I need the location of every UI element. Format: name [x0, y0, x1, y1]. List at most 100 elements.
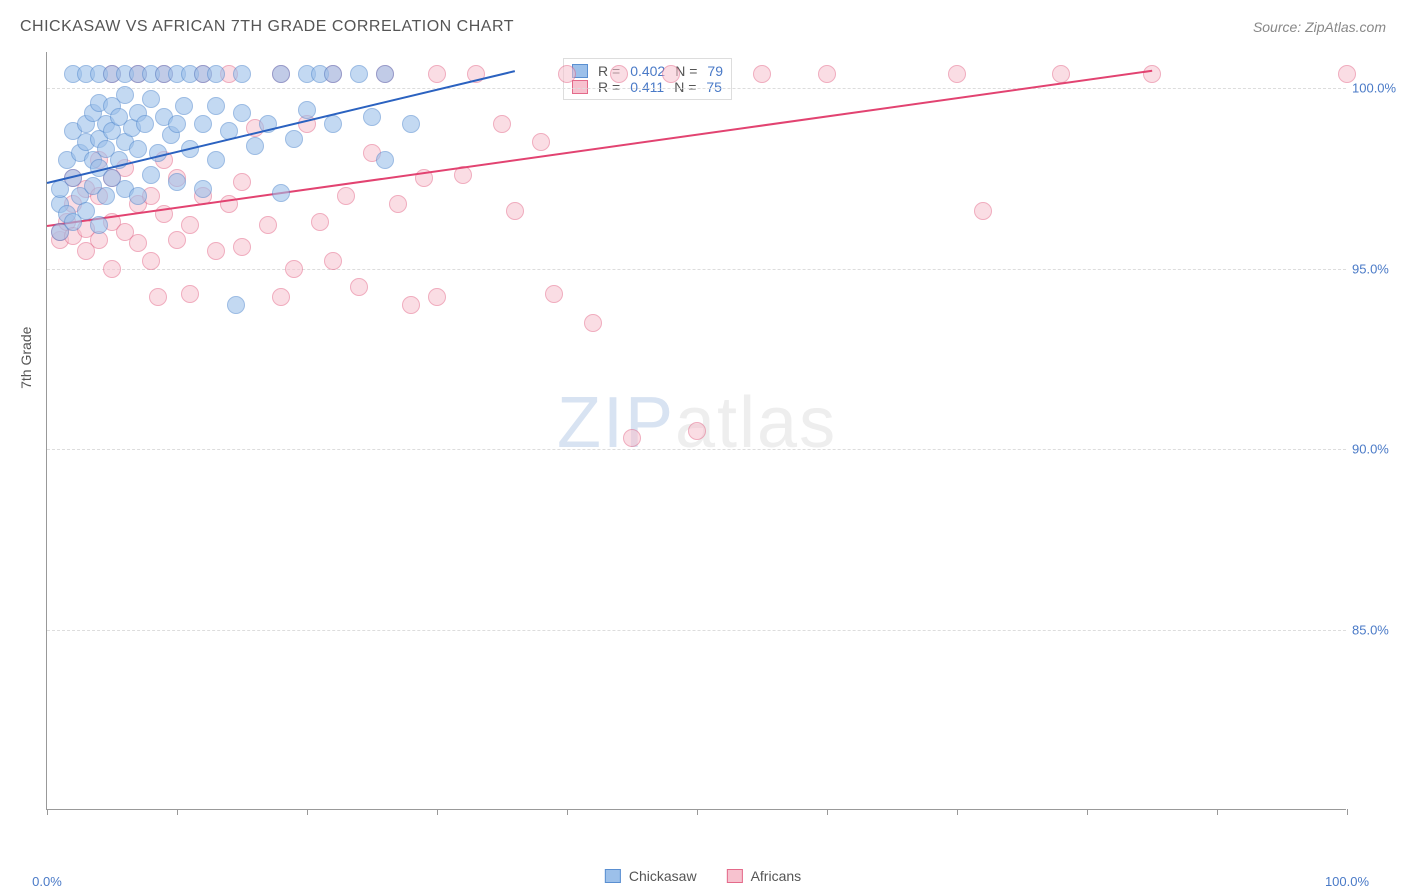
- data-point-chickasaw: [142, 166, 160, 184]
- data-point-chickasaw: [129, 187, 147, 205]
- data-point-africans: [149, 288, 167, 306]
- chart-source: Source: ZipAtlas.com: [1253, 19, 1386, 35]
- xtick-mark: [567, 809, 568, 815]
- legend-item-chickasaw: Chickasaw: [605, 868, 697, 884]
- stats-row-chickasaw: R = 0.402 N = 79: [572, 63, 723, 79]
- data-point-chickasaw: [402, 115, 420, 133]
- data-point-chickasaw: [272, 184, 290, 202]
- n-value-africans: 75: [706, 79, 722, 95]
- data-point-chickasaw: [272, 65, 290, 83]
- data-point-chickasaw: [77, 202, 95, 220]
- data-point-africans: [285, 260, 303, 278]
- ytick-label: 95.0%: [1352, 261, 1402, 276]
- data-point-africans: [207, 242, 225, 260]
- source-name: ZipAtlas.com: [1305, 19, 1386, 35]
- chart-title: CHICKASAW VS AFRICAN 7TH GRADE CORRELATI…: [20, 18, 514, 36]
- ytick-label: 100.0%: [1352, 81, 1402, 96]
- legend-label-chickasaw: Chickasaw: [629, 868, 697, 884]
- legend-item-africans: Africans: [727, 868, 802, 884]
- data-point-africans: [259, 216, 277, 234]
- watermark-zip: ZIP: [557, 383, 675, 463]
- data-point-chickasaw: [324, 65, 342, 83]
- data-point-chickasaw: [324, 115, 342, 133]
- data-point-africans: [220, 195, 238, 213]
- data-point-chickasaw: [376, 65, 394, 83]
- n-prefix: N =: [674, 79, 696, 95]
- xtick-mark: [437, 809, 438, 815]
- data-point-africans: [103, 260, 121, 278]
- data-point-chickasaw: [227, 296, 245, 314]
- data-point-africans: [129, 234, 147, 252]
- data-point-africans: [1052, 65, 1070, 83]
- data-point-chickasaw: [363, 108, 381, 126]
- data-point-chickasaw: [285, 130, 303, 148]
- xtick-mark: [957, 809, 958, 815]
- data-point-chickasaw: [142, 90, 160, 108]
- data-point-chickasaw: [207, 65, 225, 83]
- data-point-africans: [493, 115, 511, 133]
- data-point-africans: [337, 187, 355, 205]
- data-point-africans: [584, 314, 602, 332]
- xtick-mark: [697, 809, 698, 815]
- data-point-africans: [506, 202, 524, 220]
- data-point-chickasaw: [207, 97, 225, 115]
- data-point-chickasaw: [233, 104, 251, 122]
- data-point-africans: [1143, 65, 1161, 83]
- data-point-chickasaw: [233, 65, 251, 83]
- legend-swatch-chickasaw: [605, 869, 621, 883]
- data-point-africans: [311, 213, 329, 231]
- ytick-label: 90.0%: [1352, 442, 1402, 457]
- data-point-africans: [662, 65, 680, 83]
- data-point-africans: [948, 65, 966, 83]
- data-point-africans: [181, 216, 199, 234]
- data-point-chickasaw: [246, 137, 264, 155]
- stats-row-africans: R = 0.411 N = 75: [572, 79, 723, 95]
- data-point-africans: [545, 285, 563, 303]
- data-point-africans: [753, 65, 771, 83]
- data-point-africans: [428, 65, 446, 83]
- xtick-mark: [307, 809, 308, 815]
- y-axis-label: 7th Grade: [18, 327, 34, 389]
- data-point-africans: [974, 202, 992, 220]
- data-point-chickasaw: [136, 115, 154, 133]
- data-point-africans: [350, 278, 368, 296]
- xtick-mark: [1087, 809, 1088, 815]
- chart-legend: Chickasaw Africans: [605, 868, 801, 884]
- data-point-africans: [233, 173, 251, 191]
- data-point-chickasaw: [168, 115, 186, 133]
- data-point-africans: [324, 252, 342, 270]
- data-point-africans: [610, 65, 628, 83]
- r-value-africans: 0.411: [630, 79, 664, 95]
- xtick-mark: [47, 809, 48, 815]
- data-point-chickasaw: [298, 101, 316, 119]
- xtick-mark: [177, 809, 178, 815]
- data-point-africans: [532, 133, 550, 151]
- data-point-chickasaw: [97, 187, 115, 205]
- legend-label-africans: Africans: [751, 868, 802, 884]
- source-prefix: Source:: [1253, 19, 1305, 35]
- gridline: [47, 88, 1346, 89]
- r-value-chickasaw: 0.402: [630, 63, 665, 79]
- data-point-chickasaw: [116, 86, 134, 104]
- data-point-chickasaw: [129, 140, 147, 158]
- data-point-chickasaw: [207, 151, 225, 169]
- xtick-label: 0.0%: [32, 874, 62, 889]
- data-point-chickasaw: [350, 65, 368, 83]
- swatch-africans: [572, 80, 588, 94]
- xtick-label: 100.0%: [1325, 874, 1369, 889]
- data-point-africans: [168, 231, 186, 249]
- data-point-africans: [142, 252, 160, 270]
- data-point-chickasaw: [376, 151, 394, 169]
- data-point-africans: [558, 65, 576, 83]
- data-point-chickasaw: [194, 180, 212, 198]
- data-point-chickasaw: [175, 97, 193, 115]
- data-point-africans: [428, 288, 446, 306]
- gridline: [47, 449, 1346, 450]
- data-point-africans: [688, 422, 706, 440]
- data-point-africans: [623, 429, 641, 447]
- stats-box: R = 0.402 N = 79 R = 0.411 N = 75: [563, 58, 732, 100]
- data-point-chickasaw: [90, 216, 108, 234]
- data-point-africans: [402, 296, 420, 314]
- n-value-chickasaw: 79: [707, 63, 723, 79]
- data-point-africans: [181, 285, 199, 303]
